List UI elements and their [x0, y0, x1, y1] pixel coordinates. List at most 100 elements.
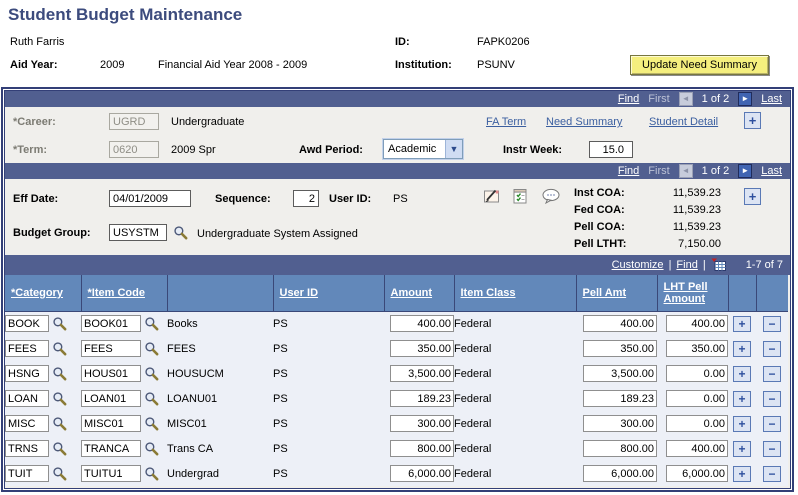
budget-items-table: *Category *Item Code User ID Amount Item…	[5, 275, 788, 486]
customize-link[interactable]: Customize	[611, 259, 664, 271]
add-row-button[interactable]: +	[733, 365, 751, 382]
student-detail-link[interactable]: Student Detail	[649, 116, 719, 128]
budget-group-input[interactable]	[109, 224, 167, 241]
pell-amt-input[interactable]	[583, 315, 657, 333]
pell-coa-label: Pell COA:	[574, 221, 625, 233]
item-code-input[interactable]	[81, 340, 141, 357]
previous-page-icon: ◄	[678, 164, 693, 178]
lht-pell-input[interactable]	[666, 340, 728, 357]
sort-amount-link[interactable]: Amount	[390, 286, 433, 299]
item-code-input[interactable]	[81, 440, 141, 457]
comment-bubble-icon[interactable]	[541, 187, 561, 205]
find-link[interactable]: Find	[676, 259, 698, 271]
lookup-icon[interactable]	[144, 391, 159, 406]
item-code-input[interactable]	[81, 390, 141, 407]
find-link[interactable]: Find	[617, 165, 640, 177]
lht-pell-input[interactable]	[666, 415, 728, 432]
sequence-input[interactable]	[293, 190, 319, 207]
sort-item-class-link[interactable]: Item Class	[460, 286, 516, 299]
lht-pell-input[interactable]	[666, 365, 728, 382]
add-row-button[interactable]: +	[733, 415, 751, 432]
lookup-icon[interactable]	[52, 366, 67, 381]
delete-row-button[interactable]: −	[763, 390, 781, 407]
category-input[interactable]	[5, 465, 49, 482]
last-link[interactable]: Last	[761, 165, 782, 177]
delete-row-button[interactable]: −	[763, 415, 781, 432]
sort-category-link[interactable]: *Category	[11, 286, 63, 299]
category-input[interactable]	[5, 365, 49, 382]
sort-user-id-link[interactable]: User ID	[279, 286, 319, 299]
lookup-icon[interactable]	[144, 466, 159, 481]
add-row-button[interactable]: +	[733, 340, 751, 357]
amount-input[interactable]	[390, 365, 454, 382]
sort-pell-amt-link[interactable]: Pell Amt	[582, 286, 627, 299]
find-link[interactable]: Find	[617, 93, 640, 105]
lookup-icon[interactable]	[173, 225, 188, 240]
pell-amt-input[interactable]	[583, 465, 657, 482]
update-need-summary-button[interactable]: Update Need Summary	[630, 55, 769, 75]
delete-row-button[interactable]: −	[763, 340, 781, 357]
lookup-icon[interactable]	[52, 441, 67, 456]
pell-amt-input[interactable]	[583, 440, 657, 457]
eff-date-input[interactable]	[109, 190, 191, 207]
lht-pell-input[interactable]	[666, 440, 728, 457]
category-input[interactable]	[5, 415, 49, 432]
instr-week-input[interactable]	[589, 141, 633, 158]
item-code-input[interactable]	[81, 315, 141, 333]
download-grid-icon[interactable]	[711, 258, 727, 272]
lht-pell-input[interactable]	[666, 390, 728, 407]
amount-input[interactable]	[390, 440, 454, 457]
separator: |	[668, 259, 672, 271]
lookup-icon[interactable]	[144, 416, 159, 431]
need-summary-link[interactable]: Need Summary	[546, 116, 623, 128]
lookup-icon[interactable]	[52, 341, 67, 356]
lookup-icon[interactable]	[52, 391, 67, 406]
fa-term-link[interactable]: FA Term	[486, 116, 527, 128]
pell-amt-input[interactable]	[583, 340, 657, 357]
sort-item-code-link[interactable]: *Item Code	[87, 286, 145, 299]
item-code-input[interactable]	[81, 365, 141, 382]
lookup-icon[interactable]	[144, 366, 159, 381]
lht-pell-input[interactable]	[666, 315, 728, 333]
notepad-check-icon[interactable]	[511, 187, 529, 205]
lookup-icon[interactable]	[144, 341, 159, 356]
lookup-icon[interactable]	[52, 416, 67, 431]
add-row-button[interactable]: +	[733, 315, 751, 332]
delete-row-button[interactable]: −	[763, 440, 781, 457]
category-input[interactable]	[5, 390, 49, 407]
amount-input[interactable]	[390, 465, 454, 482]
pell-amt-input[interactable]	[583, 390, 657, 407]
id-value: FAPK0206	[477, 36, 530, 48]
next-page-icon[interactable]: ►	[738, 92, 753, 106]
delete-row-button[interactable]: −	[763, 365, 781, 382]
amount-input[interactable]	[390, 415, 454, 432]
awd-period-select[interactable]: Academic ▼	[383, 139, 463, 159]
amount-input[interactable]	[390, 390, 454, 407]
item-code-input[interactable]	[81, 465, 141, 482]
lookup-icon[interactable]	[144, 316, 159, 331]
lookup-icon[interactable]	[144, 441, 159, 456]
sort-lht-pell-link[interactable]: LHT Pell Amount	[663, 280, 708, 305]
add-row-button[interactable]: +	[744, 112, 761, 129]
add-row-button[interactable]: +	[733, 465, 751, 482]
item-code-input[interactable]	[81, 415, 141, 432]
delete-row-button[interactable]: −	[763, 315, 781, 332]
lht-pell-input[interactable]	[666, 465, 728, 482]
lookup-icon[interactable]	[52, 316, 67, 331]
amount-input[interactable]	[390, 315, 454, 333]
last-link[interactable]: Last	[761, 93, 782, 105]
amount-input[interactable]	[390, 340, 454, 357]
pell-amt-input[interactable]	[583, 365, 657, 382]
category-input[interactable]	[5, 340, 49, 357]
lookup-icon[interactable]	[52, 466, 67, 481]
add-row-button[interactable]: +	[733, 440, 751, 457]
add-row-button[interactable]: +	[733, 390, 751, 407]
correct-history-icon[interactable]	[483, 187, 501, 205]
next-page-icon[interactable]: ►	[738, 164, 753, 178]
category-input[interactable]	[5, 440, 49, 457]
category-input[interactable]	[5, 315, 49, 333]
pell-amt-input[interactable]	[583, 415, 657, 432]
add-row-button[interactable]: +	[744, 188, 761, 205]
item-class-value: Federal	[454, 467, 492, 480]
delete-row-button[interactable]: −	[763, 465, 781, 482]
